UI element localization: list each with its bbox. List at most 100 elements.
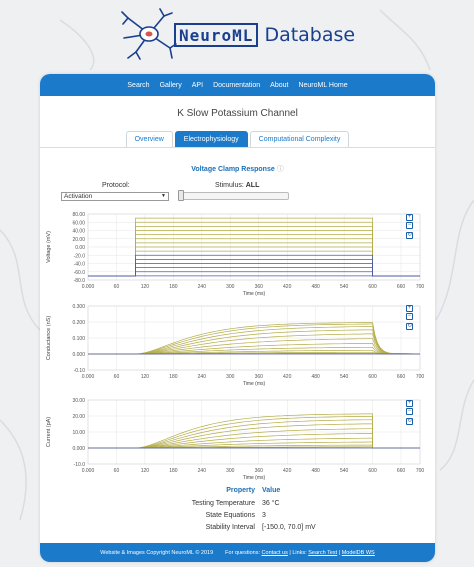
x-tick-label: 660 [397,468,406,474]
current-trace [88,433,420,449]
x-tick-label: 360 [255,284,264,290]
footer-separator: | [289,549,291,556]
reset-zoom-icon[interactable]: ↻ [406,323,413,330]
reset-zoom-icon[interactable]: ↻ [406,232,413,239]
x-axis-label: Time (ms) [243,475,266,481]
y-tick-label: 40.00 [72,229,85,235]
tab-electrophysiology[interactable]: Electrophysiology [174,131,248,148]
contact-us-link[interactable]: Contact us [261,549,288,556]
y-tick-label: 30.00 [72,398,85,404]
x-tick-label: 600 [368,284,377,290]
y-tick-label: 0.00 [75,245,85,251]
zoom-in-icon[interactable]: + [406,305,413,312]
x-tick-label: 540 [340,374,349,380]
current-trace [88,423,420,449]
x-axis-label: Time (ms) [243,291,266,297]
x-tick-label: 180 [169,284,178,290]
x-tick-label: 600 [368,374,377,380]
logo-suffix: Database [264,24,356,46]
protocol-select[interactable]: Activation ▼ [61,192,169,201]
footer-questions: For questions: Contact us | Links: Searc… [225,550,375,556]
zoom-out-icon[interactable]: − [406,408,413,415]
nav-gallery[interactable]: Gallery [159,81,182,89]
protocol-select-value: Activation [64,193,93,200]
property-value: [-150.0, 70.0] mV [262,524,316,531]
conductance-trace [88,346,421,355]
stimulus-slider-handle[interactable] [178,190,184,201]
logo-brand: NeuroML [174,23,259,47]
y-tick-label: 60.00 [72,220,85,226]
current-trace [88,428,420,449]
question-circle-icon[interactable]: ⓘ [276,166,284,173]
current-trace [88,413,420,449]
x-tick-label: 420 [283,468,292,474]
zoom-in-icon[interactable]: + [406,214,413,221]
conductance-trace [88,333,421,355]
search-test-link[interactable]: Search Test [308,549,338,556]
y-tick-label: -60.0 [74,270,86,276]
tab-computational-complexity[interactable]: Computational Complexity [249,131,350,148]
current-trace [88,441,420,449]
voltage-clamp-title: Voltage Clamp Response ⓘ [40,164,435,174]
x-tick-label: 240 [198,468,207,474]
nav-api[interactable]: API [191,81,204,89]
x-tick-label: 0.000 [82,374,95,380]
x-tick-label: 420 [283,284,292,290]
conductance-zoom-controls: + − ↻ [406,305,413,330]
modeldb-ws-link[interactable]: ModelDB WS [341,549,375,556]
tab-overview[interactable]: Overview [125,131,173,148]
property-value: 36 °C [262,500,280,507]
stimulus-slider[interactable] [178,192,289,200]
x-tick-label: 120 [141,374,150,380]
top-navbar: Search Gallery API Documentation About N… [40,74,435,96]
x-tick-label: 180 [169,374,178,380]
y-tick-label: -0.10 [74,368,86,374]
y-axis-label: Conductance (nS) [46,316,52,360]
site-logo[interactable]: NeuroML Database [120,8,360,60]
property-header: Property [226,487,255,494]
x-tick-label: 660 [397,284,406,290]
voltage-zoom-controls: + − ↻ [406,214,413,239]
current-trace [88,437,420,449]
conductance-trace [88,329,421,355]
x-tick-label: 300 [226,284,235,290]
x-tick-label: 420 [283,374,292,380]
y-tick-label: 0.000 [72,446,85,452]
x-tick-label: 60 [114,284,120,290]
zoom-in-icon[interactable]: + [406,400,413,407]
y-tick-label: -40.0 [74,262,86,268]
conductance-trace [88,323,421,355]
x-tick-label: 60 [114,374,120,380]
footer-links-label: Links: [292,549,307,556]
x-tick-label: 360 [255,374,264,380]
x-tick-label: 180 [169,468,178,474]
chevron-down-icon: ▼ [161,193,166,199]
voltage-clamp-title-text: Voltage Clamp Response [191,166,275,173]
x-tick-label: 700 [416,468,425,474]
y-tick-label: 0.300 [72,304,85,310]
zoom-out-icon[interactable]: − [406,222,413,229]
x-tick-label: 300 [226,374,235,380]
page-title: K Slow Potassium Channel [177,108,298,119]
conductance-trace [88,343,421,355]
x-tick-label: 540 [340,468,349,474]
y-tick-label: 0.100 [72,336,85,342]
x-axis-label: Time (ms) [243,381,266,387]
y-tick-label: -10.0 [74,462,86,468]
nav-neuroml-home[interactable]: NeuroML Home [298,81,348,89]
x-tick-label: 0.000 [82,284,95,290]
nav-documentation[interactable]: Documentation [213,81,261,89]
neuron-logo-icon [121,8,177,60]
nav-about[interactable]: About [270,81,289,89]
nav-search[interactable]: Search [127,81,150,89]
y-axis-label: Current (pA) [46,417,52,447]
x-tick-label: 120 [141,468,150,474]
zoom-out-icon[interactable]: − [406,313,413,320]
x-tick-label: 480 [311,468,320,474]
x-tick-label: 600 [368,468,377,474]
current-zoom-controls: + − ↻ [406,400,413,425]
reset-zoom-icon[interactable]: ↻ [406,418,413,425]
stimulus-value: ALL [245,182,260,189]
